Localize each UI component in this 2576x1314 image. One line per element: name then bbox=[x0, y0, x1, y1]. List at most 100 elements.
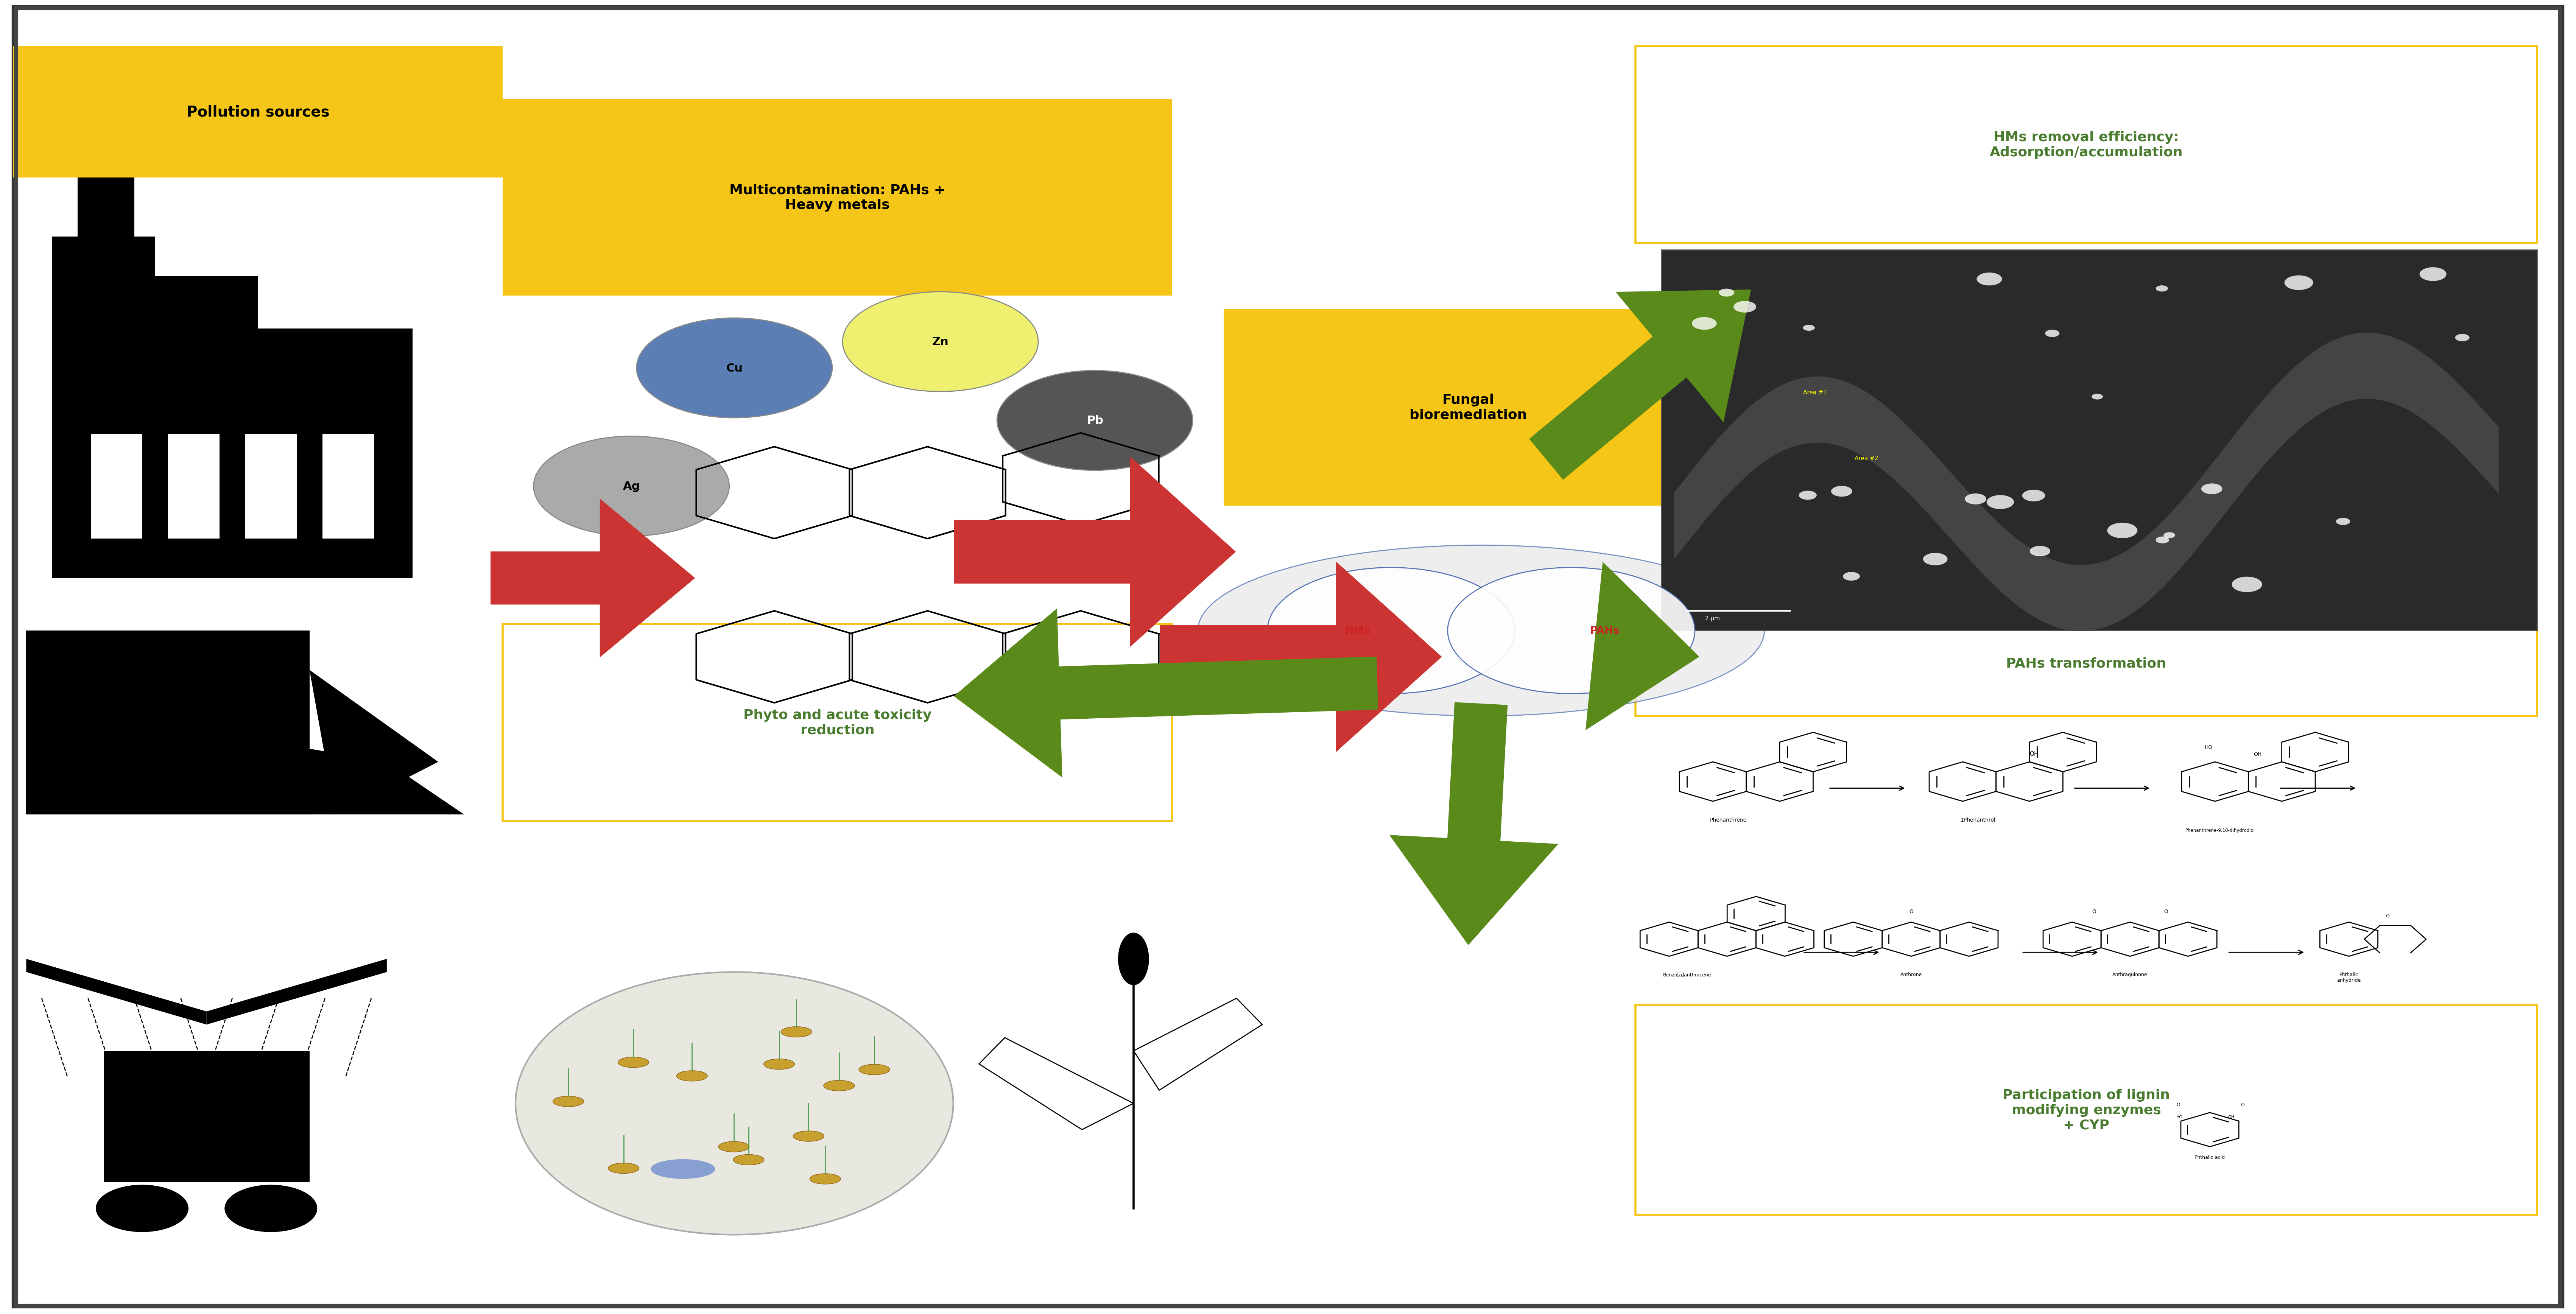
Ellipse shape bbox=[618, 1056, 649, 1067]
Text: O: O bbox=[2092, 909, 2097, 915]
Text: Area #1: Area #1 bbox=[1803, 390, 1826, 396]
Ellipse shape bbox=[677, 1071, 708, 1081]
Polygon shape bbox=[26, 736, 464, 815]
Text: 2 μm: 2 μm bbox=[1705, 616, 1721, 622]
Ellipse shape bbox=[719, 1142, 750, 1152]
Circle shape bbox=[533, 436, 729, 536]
Text: Multicontamination: PAHs +
Heavy metals: Multicontamination: PAHs + Heavy metals bbox=[729, 184, 945, 212]
Text: 1Phenanthrol: 1Phenanthrol bbox=[1960, 817, 1996, 823]
Ellipse shape bbox=[734, 1155, 765, 1166]
FancyBboxPatch shape bbox=[1662, 250, 2537, 631]
Text: Phthalic
anhydride: Phthalic anhydride bbox=[2336, 972, 2360, 983]
Text: HO: HO bbox=[2205, 745, 2213, 750]
Polygon shape bbox=[52, 237, 155, 328]
Polygon shape bbox=[26, 631, 309, 815]
Text: O: O bbox=[2241, 1102, 2244, 1108]
Text: HMs: HMs bbox=[1345, 625, 1370, 636]
Polygon shape bbox=[206, 959, 386, 1025]
Circle shape bbox=[1267, 568, 1515, 694]
Circle shape bbox=[1842, 572, 1860, 581]
Text: HMs removal efficiency:
Adsorption/accumulation: HMs removal efficiency: Adsorption/accum… bbox=[1989, 131, 2182, 159]
Text: Phenanthrene-9,10-dihydrodiol: Phenanthrene-9,10-dihydrodiol bbox=[2184, 828, 2254, 833]
FancyBboxPatch shape bbox=[502, 99, 1172, 296]
Text: O: O bbox=[2385, 913, 2391, 918]
FancyBboxPatch shape bbox=[167, 434, 219, 539]
Ellipse shape bbox=[515, 972, 953, 1235]
Circle shape bbox=[2336, 518, 2349, 526]
Ellipse shape bbox=[858, 1064, 889, 1075]
Ellipse shape bbox=[1118, 933, 1149, 986]
FancyBboxPatch shape bbox=[77, 171, 134, 237]
Ellipse shape bbox=[793, 1131, 824, 1142]
Circle shape bbox=[1718, 289, 1734, 297]
Text: Phyto and acute toxicity
reduction: Phyto and acute toxicity reduction bbox=[744, 708, 933, 737]
Circle shape bbox=[1965, 494, 1986, 505]
Text: O: O bbox=[2177, 1102, 2179, 1108]
Circle shape bbox=[1803, 325, 1814, 331]
Text: Pollution sources: Pollution sources bbox=[185, 105, 330, 120]
Ellipse shape bbox=[652, 1159, 716, 1179]
Text: Phthalic acid: Phthalic acid bbox=[2195, 1155, 2226, 1160]
Ellipse shape bbox=[608, 1163, 639, 1173]
Text: HO: HO bbox=[2177, 1114, 2182, 1118]
Text: Pb: Pb bbox=[1087, 415, 1103, 426]
Circle shape bbox=[1924, 553, 1947, 565]
Circle shape bbox=[1692, 318, 1716, 330]
Circle shape bbox=[1448, 568, 1695, 694]
FancyBboxPatch shape bbox=[90, 434, 142, 539]
Circle shape bbox=[2419, 268, 2447, 281]
Ellipse shape bbox=[762, 1059, 793, 1070]
FancyBboxPatch shape bbox=[1636, 46, 2537, 243]
Ellipse shape bbox=[554, 1096, 585, 1106]
FancyBboxPatch shape bbox=[322, 434, 374, 539]
Circle shape bbox=[2164, 532, 2174, 539]
FancyBboxPatch shape bbox=[1224, 309, 1713, 506]
Circle shape bbox=[2285, 276, 2313, 290]
Polygon shape bbox=[26, 959, 206, 1025]
Text: Phenanthrene: Phenanthrene bbox=[1710, 817, 1747, 823]
Circle shape bbox=[636, 318, 832, 418]
Circle shape bbox=[2202, 484, 2223, 494]
Text: OH: OH bbox=[2228, 1114, 2233, 1118]
Ellipse shape bbox=[824, 1080, 855, 1091]
Text: Anthraquinone: Anthraquinone bbox=[2112, 972, 2148, 978]
Circle shape bbox=[2156, 285, 2169, 292]
Circle shape bbox=[2455, 334, 2470, 342]
Polygon shape bbox=[309, 670, 438, 815]
Text: Anthrone: Anthrone bbox=[1901, 972, 1922, 978]
FancyBboxPatch shape bbox=[1636, 1005, 2537, 1215]
Circle shape bbox=[2156, 536, 2169, 544]
Polygon shape bbox=[103, 1051, 309, 1183]
Circle shape bbox=[1798, 491, 1816, 501]
Circle shape bbox=[842, 292, 1038, 392]
Text: O: O bbox=[1909, 909, 1914, 915]
Circle shape bbox=[997, 371, 1193, 470]
Text: OH: OH bbox=[2030, 750, 2038, 757]
Circle shape bbox=[1734, 301, 1757, 313]
Text: Fungal
bioremediation: Fungal bioremediation bbox=[1409, 394, 1528, 422]
Circle shape bbox=[1976, 273, 2002, 285]
Circle shape bbox=[2045, 330, 2058, 338]
FancyBboxPatch shape bbox=[1636, 611, 2537, 716]
Text: Participation of lignin
modifying enzymes
+ CYP: Participation of lignin modifying enzyme… bbox=[2002, 1088, 2169, 1131]
Ellipse shape bbox=[781, 1026, 811, 1037]
Circle shape bbox=[2231, 577, 2262, 593]
Circle shape bbox=[2092, 394, 2102, 399]
Text: Cu: Cu bbox=[726, 363, 742, 373]
Text: O: O bbox=[2164, 909, 2169, 915]
FancyBboxPatch shape bbox=[245, 434, 296, 539]
Circle shape bbox=[224, 1185, 317, 1233]
Circle shape bbox=[2107, 523, 2138, 539]
Text: PAHs: PAHs bbox=[1589, 625, 1620, 636]
Text: Benzo[a]anthracene: Benzo[a]anthracene bbox=[1664, 972, 1710, 978]
FancyBboxPatch shape bbox=[502, 624, 1172, 821]
Circle shape bbox=[1986, 495, 2014, 510]
Text: PAHs transformation: PAHs transformation bbox=[2007, 657, 2166, 670]
Circle shape bbox=[2022, 490, 2045, 502]
Text: Area #2: Area #2 bbox=[1855, 456, 1878, 461]
Circle shape bbox=[95, 1185, 188, 1233]
Polygon shape bbox=[155, 276, 258, 328]
Circle shape bbox=[2030, 547, 2050, 557]
Text: Ag: Ag bbox=[623, 481, 639, 491]
FancyBboxPatch shape bbox=[13, 46, 502, 177]
